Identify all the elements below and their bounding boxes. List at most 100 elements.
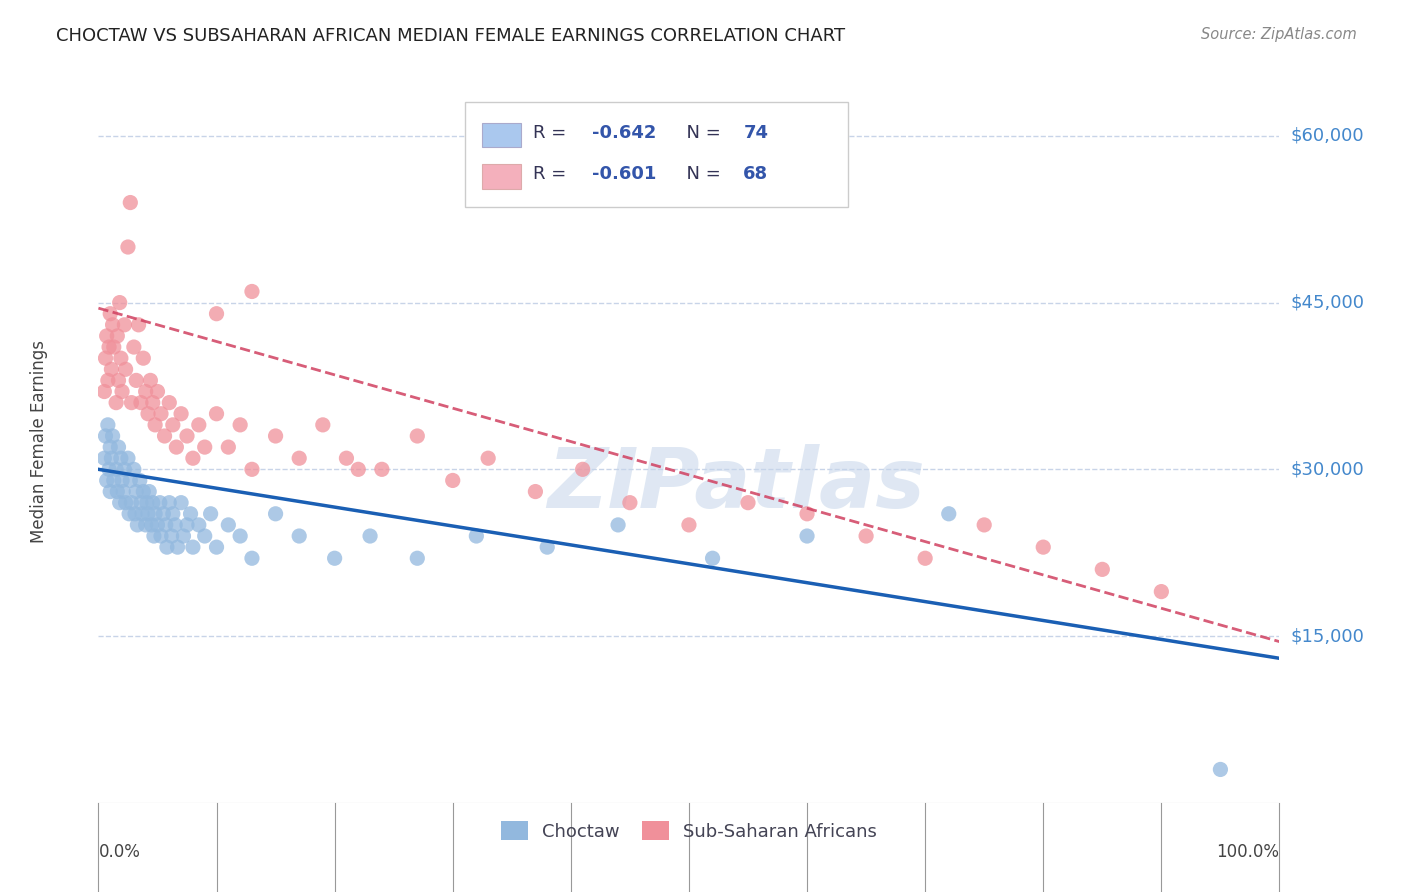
Point (110, 451, 132, 466)
Point (796, 507, 818, 521)
Point (796, 529, 818, 543)
Point (98, 307, 121, 321)
FancyBboxPatch shape (464, 102, 848, 207)
Point (217, 517, 239, 532)
Point (176, 429, 198, 443)
Text: R =: R = (533, 124, 572, 142)
Point (105, 462, 128, 476)
Point (139, 373, 162, 387)
Point (129, 496, 152, 510)
Point (108, 496, 131, 510)
Point (323, 551, 346, 566)
Point (122, 340, 145, 354)
Point (96, 474, 118, 488)
Point (94, 351, 117, 366)
Point (359, 529, 381, 543)
Point (121, 395, 143, 409)
Point (536, 540, 558, 554)
Point (156, 540, 179, 554)
Point (335, 451, 357, 466)
Point (136, 507, 159, 521)
Point (165, 440, 187, 454)
Text: 0.0%: 0.0% (98, 843, 141, 861)
Text: Source: ZipAtlas.com: Source: ZipAtlas.com (1201, 27, 1357, 42)
Point (288, 529, 311, 543)
Point (112, 462, 135, 476)
Point (120, 195, 142, 210)
Point (111, 474, 134, 488)
Point (1091, 562, 1114, 576)
Point (240, 285, 263, 299)
Point (110, 351, 132, 366)
Point (200, 507, 222, 521)
Point (98, 462, 121, 476)
Point (120, 474, 142, 488)
Point (406, 551, 429, 566)
Point (229, 529, 252, 543)
Point (155, 517, 177, 532)
Point (146, 384, 169, 399)
Point (157, 496, 180, 510)
Point (240, 462, 263, 476)
Point (122, 462, 145, 476)
Point (152, 507, 174, 521)
Point (914, 551, 936, 566)
Point (938, 507, 960, 521)
Point (118, 507, 141, 521)
Point (157, 395, 180, 409)
Point (93, 384, 115, 399)
Point (101, 429, 124, 443)
Text: 68: 68 (744, 165, 769, 183)
Point (138, 484, 160, 499)
Point (128, 474, 150, 488)
Point (181, 540, 204, 554)
Point (347, 462, 370, 476)
Point (108, 295, 131, 310)
Point (571, 462, 593, 476)
Point (112, 318, 135, 332)
Text: CHOCTAW VS SUBSAHARAN AFRICAN MEDIAN FEMALE EARNINGS CORRELATION CHART: CHOCTAW VS SUBSAHARAN AFRICAN MEDIAN FEM… (56, 27, 845, 45)
Point (98, 484, 121, 499)
Text: Median Female Earnings: Median Female Earnings (31, 340, 48, 543)
Point (264, 507, 287, 521)
Point (111, 384, 134, 399)
Point (121, 496, 143, 510)
Text: $60,000: $60,000 (1291, 127, 1364, 145)
Point (150, 529, 173, 543)
Point (135, 517, 157, 532)
Point (129, 395, 152, 409)
Point (477, 451, 499, 466)
Point (162, 507, 184, 521)
Point (142, 496, 165, 510)
Point (112, 484, 135, 499)
Point (187, 417, 209, 432)
FancyBboxPatch shape (482, 164, 522, 189)
Text: N =: N = (675, 124, 727, 142)
Point (1209, 763, 1232, 777)
Point (142, 529, 165, 543)
Point (205, 407, 228, 421)
Point (176, 517, 198, 532)
Point (107, 373, 129, 387)
Point (103, 474, 125, 488)
Point (142, 395, 165, 409)
Text: -0.601: -0.601 (592, 165, 657, 183)
Point (702, 551, 724, 566)
Point (100, 362, 122, 376)
Point (150, 407, 173, 421)
Point (101, 318, 124, 332)
Point (117, 451, 139, 466)
Point (127, 517, 149, 532)
Point (619, 496, 641, 510)
Point (217, 440, 239, 454)
Point (153, 429, 176, 443)
Point (1150, 584, 1173, 599)
Text: 74: 74 (744, 124, 768, 142)
Text: N =: N = (675, 165, 727, 183)
Text: R =: R = (533, 165, 572, 183)
Point (194, 529, 217, 543)
Point (97, 417, 120, 432)
Point (165, 517, 187, 532)
Point (125, 484, 148, 499)
Point (128, 318, 150, 332)
